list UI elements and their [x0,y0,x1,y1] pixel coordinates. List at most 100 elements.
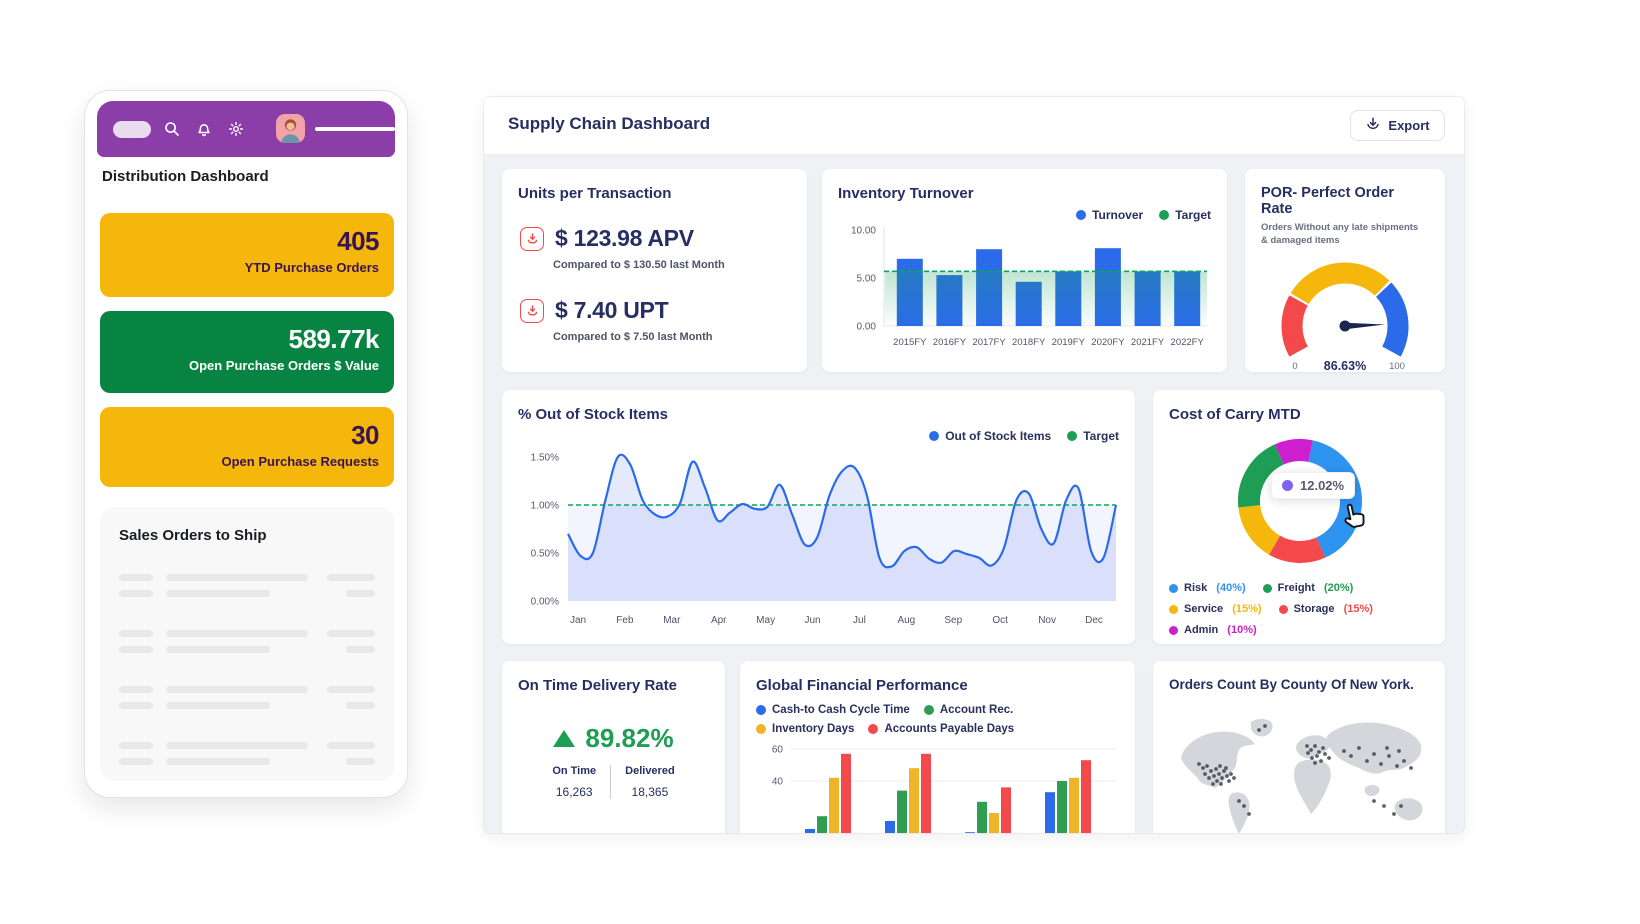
bar[interactable] [805,829,815,833]
order-dot [1197,762,1201,766]
apv-metric: $ 123.98 APV Compared to $ 130.50 last M… [520,225,793,271]
order-dot [1237,799,1241,803]
out-of-stock-card: % Out of Stock Items Out of Stock Items T… [502,390,1135,644]
tick-label: Apr [711,615,727,626]
bar[interactable] [1057,781,1067,833]
gauge-chart[interactable]: 0 86.63% 100 [1261,252,1429,374]
tick-label: Feb [616,615,634,626]
donut-slice-freight[interactable] [1238,444,1285,508]
legend-item[interactable]: Accounts Payable Days [868,723,1014,735]
out-of-stock-line-chart[interactable]: 1.50% 1.00% 0.50% 0.00% Jan Feb Mar Apr May Jun Ju… [518,443,1119,635]
bar[interactable] [1069,777,1079,833]
legend-item[interactable]: Freight (20%) [1262,582,1353,594]
bar[interactable] [885,821,895,833]
tick-label: 2021FY [1131,337,1165,348]
legend-dot [756,724,766,734]
divider [610,765,612,799]
panel-header: Supply Chain Dashboard Export [484,97,1464,155]
legend-item[interactable]: Inventory Days [756,723,854,735]
inventory-legend: Turnover Target [838,208,1211,222]
legend-dot [1169,583,1178,593]
cost-of-carry-legend: Risk (40%) Freight (20%) Service (15%) Stor… [1169,582,1435,636]
order-dot [1201,766,1205,770]
skeleton-list [119,574,375,781]
bell-icon[interactable] [195,120,213,138]
legend-item[interactable]: Storage (15%) [1278,603,1373,615]
legend-item[interactable]: Admin (10%) [1169,624,1257,636]
legend-item[interactable]: Service (15%) [1169,603,1262,615]
legend-label: Storage [1293,603,1335,615]
order-dot [1212,774,1216,778]
chart-tooltip: 12.02% [1271,472,1356,499]
phone-top-bar [97,101,395,157]
bar[interactable] [1045,792,1055,833]
upt-value: $ 7.40 UPT [555,297,669,323]
world-map[interactable] [1169,706,1429,833]
order-dot [1379,762,1383,766]
bar[interactable] [897,790,907,833]
on-time-value: 16,263 [555,785,593,799]
legend-item[interactable]: Target [1067,429,1119,443]
kpi-ytd-purchase-orders: 405 YTD Purchase Orders [100,213,394,297]
bar[interactable] [1081,760,1091,833]
donut-chart[interactable] [1169,425,1429,583]
legend-item[interactable]: Cash-to Cash Cycle Time [756,704,910,716]
order-dot [1225,774,1229,778]
donut-slice-service[interactable] [1238,504,1281,555]
tick-label: Sep [944,615,962,626]
order-dot [1349,754,1353,758]
on-time-delivery-card: On Time Delivery Rate 89.82% On Time 16,… [502,661,725,833]
continent-shape [1251,719,1273,737]
line-series [567,453,1118,569]
bar[interactable] [965,832,975,833]
legend-label: Out of Stock Items [945,429,1052,443]
legend-item[interactable]: Turnover [1076,208,1143,222]
global-financial-bar-chart[interactable]: 60 40 [756,735,1119,833]
order-dot [1342,749,1346,753]
bar[interactable] [817,816,827,833]
search-icon[interactable] [163,120,181,138]
phone-dashboard-title: Distribution Dashboard [102,168,269,185]
tick-label: 0.50% [531,549,559,560]
bar[interactable] [989,813,999,833]
export-button[interactable]: Export [1350,110,1445,141]
delivery-rate-value: 89.82% [502,723,725,754]
donut-slice-storage[interactable] [1269,535,1326,563]
avatar[interactable] [276,114,305,143]
order-dot [1242,804,1246,808]
legend-dot [1278,604,1288,614]
tick-label: 40 [772,777,784,788]
order-dot [1232,776,1236,780]
legend-item[interactable]: Out of Stock Items [929,429,1051,443]
legend-item[interactable]: Target [1159,208,1211,222]
legend-item[interactable]: Account Rec. [923,704,1014,716]
legend-item[interactable]: Risk (40%) [1169,582,1246,594]
card-title: Inventory Turnover [838,185,974,202]
legend-label: Account Rec. [939,704,1014,716]
kpi-value: 589.77k [288,324,380,354]
bar[interactable] [841,753,851,833]
bar[interactable] [977,801,987,833]
gear-icon[interactable] [227,120,245,138]
order-dot [1317,750,1321,754]
order-dot [1319,759,1323,763]
bar[interactable] [921,753,931,833]
inventory-bar-chart[interactable]: 10.00 5.00 0.00 2015FY 2016FY 2017FY 2018FY 201… [838,222,1211,360]
order-dot [1215,779,1219,783]
kpi-value: 30 [351,420,379,450]
bar[interactable] [1001,787,1011,833]
bar[interactable] [909,768,919,833]
donut-slice-admin[interactable] [1274,439,1313,465]
kpi-open-purchase-requests: 30 Open Purchase Requests [100,407,394,487]
skeleton-row [119,630,375,662]
legend-label: Inventory Days [772,723,855,735]
tooltip-value: 12.02% [1300,478,1345,493]
bar[interactable] [829,777,839,833]
gauge-needle [1344,322,1385,329]
download-badge-icon [520,226,544,251]
phone-mockup: Distribution Dashboard 405 YTD Purchase … [84,90,408,798]
order-dot [1263,724,1267,728]
order-dot [1313,744,1317,748]
order-dot [1207,776,1211,780]
legend-pct: (15%) [1340,603,1373,615]
